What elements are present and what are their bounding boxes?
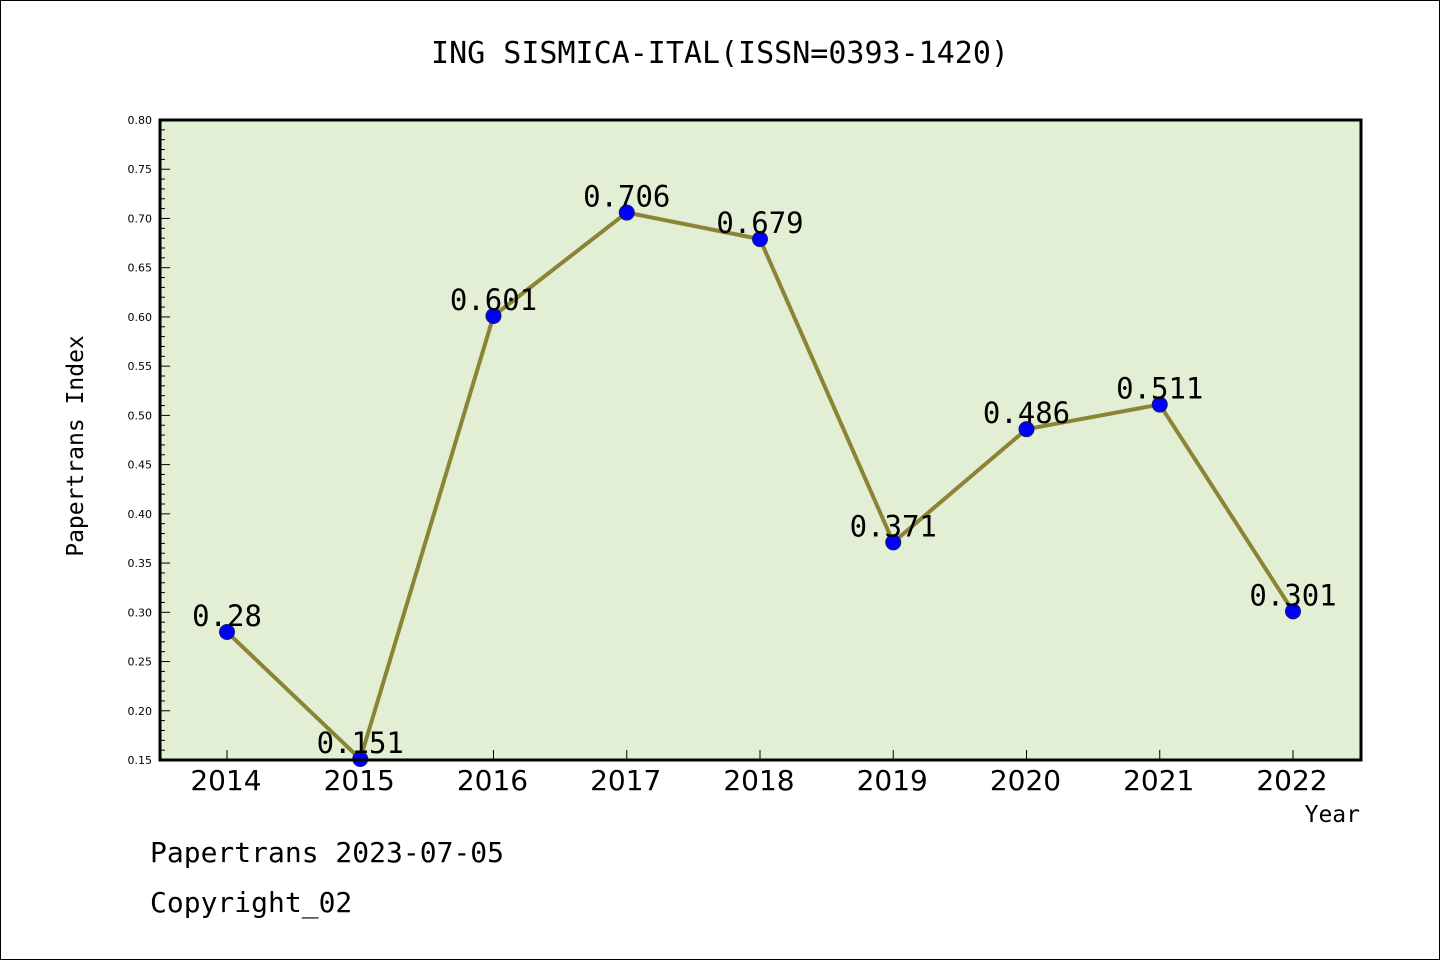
- y-tick-label: 0.20: [128, 705, 153, 718]
- y-tick-label: 0.60: [128, 311, 153, 324]
- y-tick-label: 0.40: [128, 508, 153, 521]
- data-point: [1151, 396, 1168, 413]
- data-label: 0.511: [1116, 372, 1203, 406]
- x-tick-label: 2019: [857, 764, 928, 797]
- data-label: 0.486: [983, 396, 1070, 430]
- y-tick-label: 0.70: [128, 212, 153, 225]
- data-label: 0.151: [317, 726, 404, 760]
- data-point: [752, 231, 768, 248]
- x-axis-label: Year: [1304, 802, 1360, 828]
- y-tick-label: 0.55: [128, 360, 153, 373]
- y-tick-label: 0.35: [128, 557, 153, 570]
- data-point: [885, 534, 902, 551]
- plot-area: [160, 120, 1361, 760]
- x-tick-label: 2015: [324, 764, 395, 797]
- data-point: [485, 307, 502, 324]
- y-tick-label: 0.50: [128, 409, 153, 422]
- plot-border: [158, 118, 1363, 762]
- y-tick-label: 0.75: [128, 163, 153, 176]
- footer-date: Papertrans 2023-07-05: [150, 836, 505, 869]
- y-axis: 0.15 0.20 0.25 0.30 0.35 0.40 0.45 0.50 0.55 0.60…: [128, 114, 170, 767]
- chart-title: ING SISMICA-ITAL(ISSN=0393-1420): [431, 36, 1009, 71]
- data-label: 0.601: [450, 283, 537, 317]
- data-point: [618, 204, 635, 221]
- y-tick-label: 0.80: [128, 114, 153, 127]
- x-tick-label: 2016: [457, 764, 528, 797]
- y-tick-label: 0.30: [128, 606, 153, 619]
- data-point: [219, 624, 235, 640]
- series-markers: [219, 204, 1301, 768]
- y-tick-label: 0.25: [128, 656, 153, 669]
- data-label: 0.371: [850, 509, 937, 543]
- y-tick-label: 0.15: [128, 754, 153, 767]
- footer-copyright: Copyright_02: [150, 886, 353, 919]
- data-point: [1285, 603, 1301, 620]
- x-axis: 2014 2015 2016 2017 2018 2019 2020 2021 2022: [190, 750, 1328, 797]
- y-tick-label: 0.45: [128, 459, 153, 472]
- x-tick-label: 2017: [590, 764, 661, 797]
- x-tick-label: 2022: [1256, 764, 1327, 797]
- data-labels: 0.28 0.151 0.601 0.706 0.679 0.371 0.486 0.511 0…: [192, 180, 1337, 760]
- x-tick-label: 2014: [190, 764, 261, 797]
- y-tick-label: 0.65: [128, 262, 153, 275]
- data-point: [1018, 421, 1035, 438]
- data-label: 0.301: [1249, 578, 1336, 612]
- data-label: 0.679: [716, 206, 803, 240]
- x-tick-label: 2018: [723, 764, 794, 797]
- data-label: 0.28: [192, 599, 262, 633]
- x-tick-label: 2021: [1123, 764, 1194, 797]
- data-label: 0.706: [583, 180, 670, 214]
- x-tick-label: 2020: [990, 764, 1061, 797]
